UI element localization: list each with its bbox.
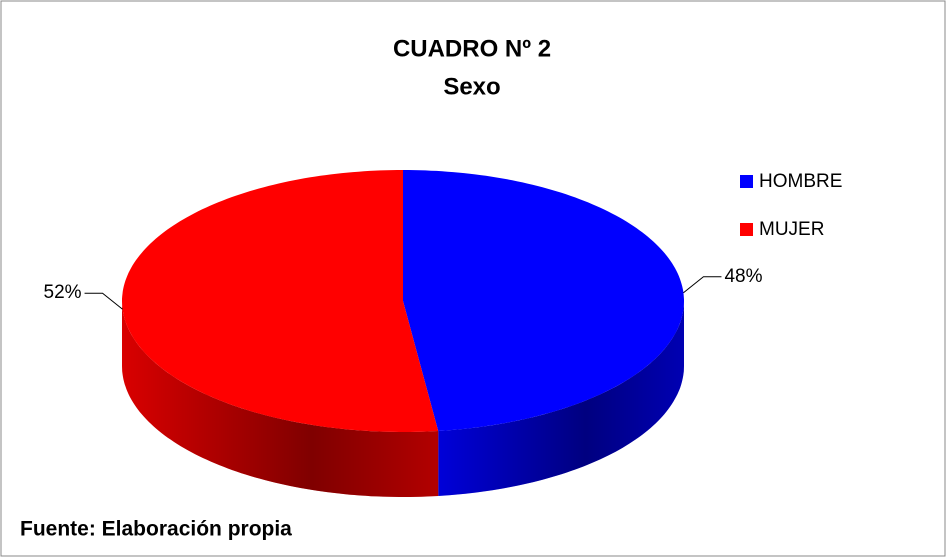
slice-side-shade bbox=[438, 301, 684, 496]
legend-label: HOMBRE bbox=[759, 171, 842, 192]
slice bbox=[122, 170, 439, 432]
leader-line bbox=[84, 292, 123, 310]
data-label: 48% bbox=[724, 266, 762, 287]
legend-label: MUJER bbox=[759, 219, 824, 240]
data-label: 52% bbox=[44, 282, 82, 303]
leader-line bbox=[683, 276, 722, 294]
chart-title: CUADRO Nº 2 bbox=[393, 35, 551, 62]
slice bbox=[403, 170, 684, 431]
chart-subtitle: Sexo bbox=[443, 73, 500, 100]
legend-swatch bbox=[740, 175, 753, 188]
annotation: Fuente: Elaboración propia bbox=[20, 518, 292, 541]
legend-swatch bbox=[740, 223, 753, 236]
slice-side-shade bbox=[122, 301, 439, 497]
